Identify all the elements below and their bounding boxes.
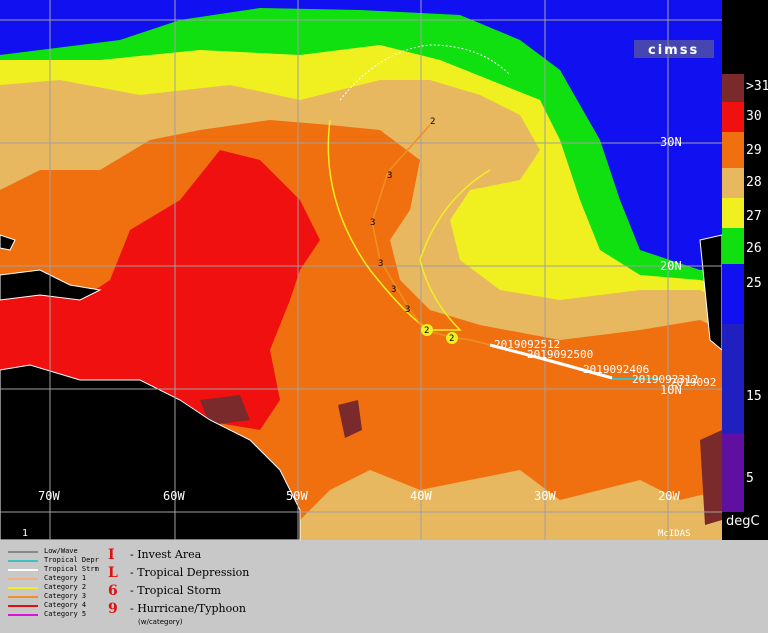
sst-31-c [700, 430, 722, 525]
cb-label: 5 [746, 471, 754, 486]
cb-label: 15 [746, 389, 762, 404]
track-markers: 2 2 3 3 3 3 3 2 [370, 117, 458, 344]
cb-30 [722, 102, 744, 132]
south-america-land [0, 364, 301, 540]
forecast-circle [339, 44, 511, 101]
sst-map-canvas: 30N 20N 10N 70W 60W 50W 40W 30W 20W 2 2 … [0, 0, 722, 540]
date-label: 2019092406 [583, 363, 649, 376]
date-label: 2019092312 [632, 373, 698, 386]
cb-label: 30 [746, 109, 762, 124]
lat-label-30n: 30N [660, 135, 682, 149]
lat-label-20n: 20N [660, 259, 682, 273]
depression-label: - Tropical Depression [130, 566, 250, 579]
cb-label: 26 [746, 241, 762, 256]
cb-25 [722, 264, 744, 324]
marker-label: 3 [370, 218, 375, 228]
sst-colorbar: >31 30 29 28 27 26 25 15 5 degC [722, 0, 768, 540]
date-label: 2019092512 [494, 338, 560, 351]
marker-label: 2 [449, 334, 454, 344]
legend-line-cat4 [8, 605, 38, 607]
legend-line-label: Tropical Depr [44, 556, 99, 564]
legend-line-label: Category 2 [44, 583, 87, 591]
marker-cat2-b [421, 324, 433, 336]
depression-icon: L [108, 565, 118, 581]
corner-number: 1 [22, 528, 28, 539]
legend-subnote: (w/category) [138, 618, 183, 626]
track-dates: 2019092512 2019092500 2019092406 2019092… [494, 338, 716, 389]
cb-31 [722, 74, 744, 102]
marker-label: 3 [387, 171, 392, 181]
marker-label: 3 [391, 285, 396, 295]
lon-label-60w: 60W [163, 489, 185, 503]
lat-label-10n: 10N [660, 383, 682, 397]
cb-15 [722, 324, 744, 434]
invest-label: - Invest Area [130, 548, 202, 561]
legend-line-label: Category 5 [44, 610, 87, 618]
storm-label: - Tropical Storm [130, 584, 221, 597]
lon-label-40w: 40W [410, 489, 432, 503]
legend-line-ts [8, 569, 38, 571]
legend-line-cat5 [8, 614, 38, 616]
marker-label: 3 [405, 305, 410, 315]
cb-unit: degC [726, 514, 760, 529]
legend-line-label: Category 1 [44, 574, 87, 582]
cb-28 [722, 168, 744, 198]
cb-label: 25 [746, 276, 762, 291]
lon-label-70w: 70W [38, 489, 60, 503]
storm-track-tropical-storm [489, 343, 613, 380]
cb-27 [722, 198, 744, 228]
cimss-logo: cimss [634, 40, 714, 58]
legend-line-cat3 [8, 596, 38, 598]
cuba-land [0, 234, 16, 251]
legend-line-low [8, 551, 38, 553]
date-label: 2019092 [670, 376, 716, 389]
logo-text: cimss [648, 43, 699, 58]
invest-icon: I [108, 547, 115, 563]
lon-label-30w: 30W [534, 489, 556, 503]
sst-30 [0, 150, 320, 430]
hurricane-label: - Hurricane/Typhoon [130, 602, 246, 615]
legend: Low/Wave Tropical Depr Tropical Strm Cat… [0, 541, 768, 633]
legend-line-label: Tropical Strm [44, 565, 99, 573]
cb-label: 27 [746, 209, 762, 224]
marker-cat2-a [446, 332, 458, 344]
legend-line-cat2 [8, 587, 38, 589]
hurricane-icon: 9 [108, 601, 118, 617]
date-label: 2019092500 [527, 348, 593, 361]
storm-icon: 6 [108, 583, 118, 599]
marker-label: 3 [378, 259, 383, 269]
cb-29 [722, 132, 744, 168]
cb-5 [722, 434, 744, 512]
lon-label-20w: 20W [658, 489, 680, 503]
lat-lon-grid [0, 0, 722, 540]
legend-line-label: Low/Wave [44, 547, 78, 555]
marker-label: 2 [424, 326, 429, 336]
cb-label: 29 [746, 143, 762, 158]
cb-26 [722, 228, 744, 264]
africa-land [699, 234, 722, 351]
sst-map: 30N 20N 10N 70W 60W 50W 40W 30W 20W 2 2 … [0, 0, 722, 540]
sst-31-a [200, 395, 250, 425]
cb-label: >31 [746, 79, 768, 94]
legend-line-cat1 [8, 578, 38, 580]
legend-line-td [8, 560, 38, 562]
cb-label: 28 [746, 175, 762, 190]
mcidas-label: McIDAS [658, 529, 691, 539]
lon-label-50w: 50W [286, 489, 308, 503]
marker-label: 2 [430, 117, 435, 127]
legend-line-label: Category 4 [44, 601, 87, 609]
legend-line-label: Category 3 [44, 592, 87, 600]
sst-31-b [338, 400, 362, 438]
